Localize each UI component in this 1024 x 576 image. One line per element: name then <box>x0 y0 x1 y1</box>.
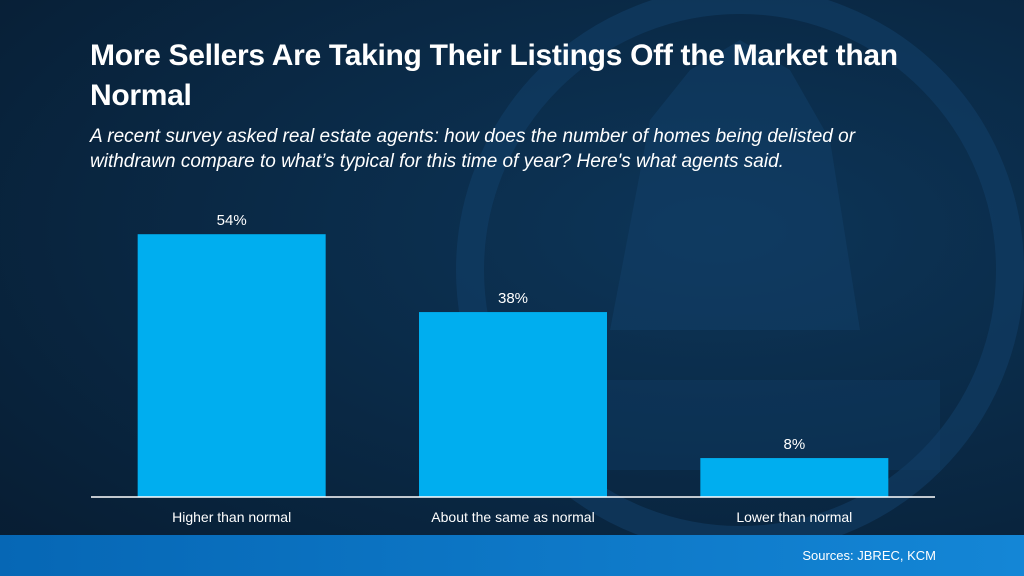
bar-0 <box>137 234 326 497</box>
page-subtitle: A recent survey asked real estate agents… <box>90 126 856 172</box>
data-label-1: 38% <box>498 290 528 307</box>
category-label-0: Higher than normal <box>172 509 291 525</box>
data-label-0: 54% <box>217 212 247 229</box>
category-label-1: About the same as normal <box>431 509 594 525</box>
data-label-2: 8% <box>783 436 805 453</box>
category-label-2: Lower than normal <box>736 509 852 525</box>
source-text: Sources: JBREC, KCM <box>802 548 936 563</box>
page-title: More Sellers Are Taking Their Listings O… <box>90 39 898 112</box>
bar-2 <box>700 458 889 497</box>
bar-1 <box>419 312 607 497</box>
logo-watermark <box>456 0 1024 540</box>
footer-bar: Sources: JBREC, KCM <box>0 535 1024 576</box>
bar-chart: 54% Higher than normal 38% About the same a… <box>137 212 889 525</box>
